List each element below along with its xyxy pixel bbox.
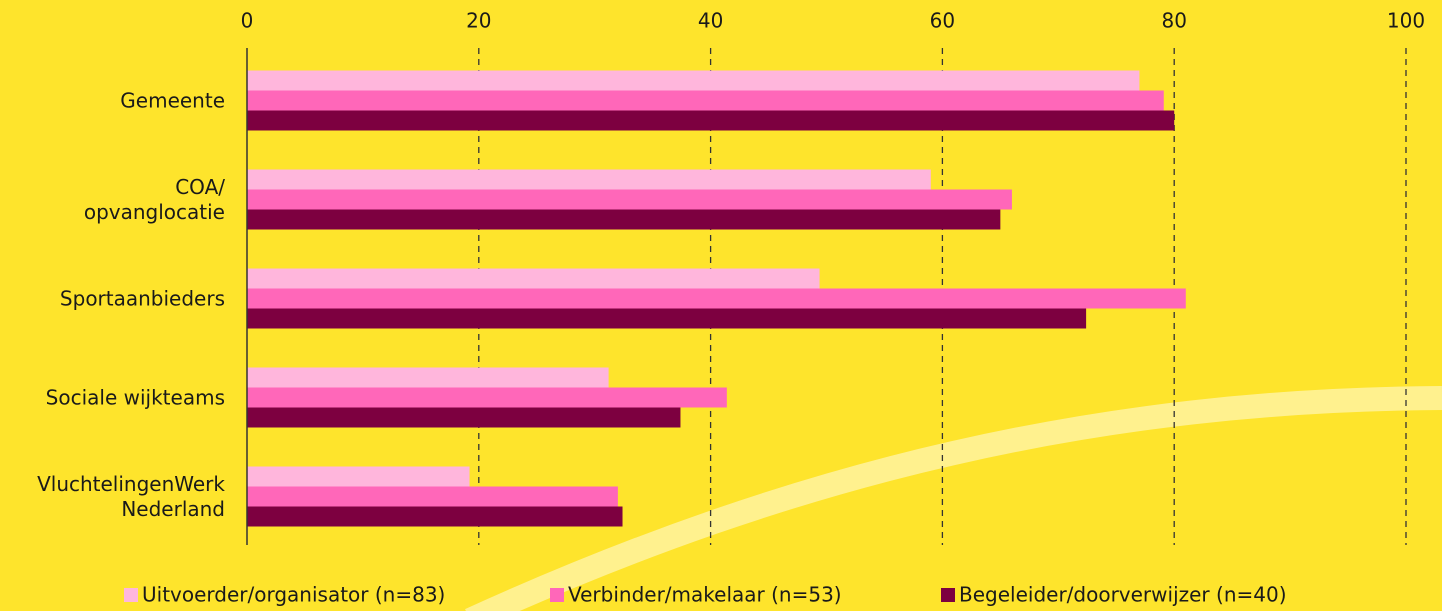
y-tick-label: Sportaanbieders: [60, 286, 225, 311]
legend-swatch: [124, 588, 138, 602]
bar: [247, 289, 1186, 309]
bar: [247, 210, 1000, 230]
bar: [247, 269, 820, 289]
bar: [247, 467, 470, 487]
y-tick-label: Gemeente: [120, 88, 225, 113]
y-tick-label: COA/ opvanglocatie: [84, 175, 225, 225]
x-tick-label: 80: [1161, 9, 1186, 33]
bar: [247, 309, 1086, 329]
bar: [247, 170, 931, 190]
legend-label: Begeleider/doorverwijzer (n=40): [959, 583, 1287, 607]
page: 0 20 40 60 80 100 Uitvoerder/organisator (n=83…: [0, 0, 1442, 611]
bar: [247, 111, 1174, 131]
x-tick-label: 0: [241, 9, 254, 33]
legend-label: Verbinder/makelaar (n=53): [568, 583, 842, 607]
bar: [247, 91, 1164, 111]
x-tick-label: 40: [698, 9, 723, 33]
legend-swatch: [550, 588, 564, 602]
legend-swatch: [941, 588, 955, 602]
bar: [247, 368, 609, 388]
x-tick-label: 100: [1387, 9, 1425, 33]
y-tick-label: VluchtelingenWerk Nederland: [37, 472, 225, 522]
bar: [247, 190, 1012, 210]
legend-label: Uitvoerder/organisator (n=83): [142, 583, 445, 607]
bar: [247, 388, 727, 408]
bar: [247, 408, 680, 428]
x-tick-label: 20: [466, 9, 491, 33]
bar: [247, 507, 623, 527]
bar: [247, 71, 1139, 91]
bar: [247, 487, 618, 507]
y-tick-label: Sociale wijkteams: [46, 385, 225, 410]
x-tick-label: 60: [930, 9, 955, 33]
